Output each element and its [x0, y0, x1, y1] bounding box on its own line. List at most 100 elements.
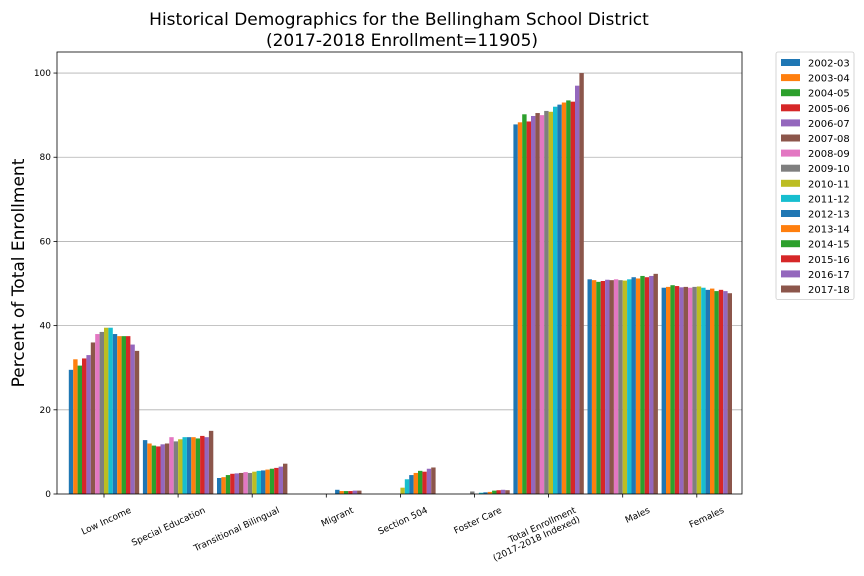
- bar: [239, 472, 244, 494]
- legend-label: 2003-04: [808, 74, 850, 85]
- bar: [269, 468, 275, 494]
- y-tick-label: 20: [40, 406, 52, 416]
- bar: [679, 287, 684, 494]
- bar: [404, 479, 410, 494]
- legend-label: 2005-06: [808, 104, 850, 115]
- bar: [609, 280, 614, 494]
- bar: [121, 336, 126, 494]
- bar: [86, 355, 91, 494]
- x-tick-label: Foster Care: [453, 506, 504, 537]
- bar: [426, 468, 432, 494]
- x-tick-label-line: Females: [688, 506, 726, 531]
- bar: [151, 445, 157, 494]
- bar: [348, 491, 353, 494]
- x-tick-label-group: Section 504: [377, 506, 430, 538]
- bar: [548, 111, 553, 494]
- y-tick-label: 100: [34, 69, 51, 79]
- chart-title: Historical Demographics for the Bellingh…: [149, 10, 649, 30]
- legend-label: 2004-05: [808, 89, 850, 100]
- bar: [505, 490, 510, 494]
- bar: [164, 443, 170, 494]
- bar: [156, 446, 161, 494]
- x-tick-label-line: Migrant: [320, 506, 356, 530]
- bar: [339, 491, 344, 494]
- x-tick-label: Low Income: [80, 506, 133, 538]
- bar: [640, 275, 645, 494]
- legend-label: 2016-17: [808, 270, 850, 281]
- bar: [335, 489, 340, 494]
- bar: [553, 106, 558, 494]
- legend-label: 2013-14: [808, 225, 850, 236]
- bar: [73, 359, 78, 494]
- legend-swatch: [781, 119, 800, 127]
- bar: [234, 473, 239, 494]
- bar: [723, 291, 728, 494]
- bar: [596, 281, 601, 494]
- legend-label: 2006-07: [808, 119, 850, 130]
- bar: [627, 279, 632, 494]
- x-tick-label-group: Special Education: [130, 506, 207, 549]
- bar: [705, 289, 710, 494]
- bar: [104, 327, 109, 494]
- chart-subtitle: (2017-2018 Enrollment=11905): [266, 31, 538, 51]
- x-tick-label-group: Females: [688, 506, 726, 531]
- y-ticks: 0 20 40 60 80 100: [34, 69, 57, 500]
- y-tick-label: 0: [45, 490, 51, 500]
- x-tick-label-line: Foster Care: [453, 506, 504, 537]
- bar: [147, 443, 152, 494]
- bar: [644, 277, 650, 494]
- bar: [600, 281, 606, 494]
- bar: [99, 331, 104, 494]
- legend-swatch: [781, 225, 800, 233]
- bar: [243, 472, 248, 494]
- bar: [666, 286, 671, 494]
- bar: [204, 437, 209, 494]
- bar: [278, 466, 283, 494]
- chart-title-group: Historical Demographics for the Bellingh…: [149, 10, 649, 51]
- legend-label: 2014-15: [808, 240, 850, 251]
- legend: 2002-03 2003-04 2004-05 2005-06 2006-07 2007-…: [775, 51, 855, 301]
- bar: [605, 279, 610, 494]
- x-tick-label: Section 504: [377, 506, 430, 538]
- bar: [579, 73, 584, 495]
- bar: [470, 491, 475, 494]
- bar: [478, 492, 484, 494]
- bar: [557, 104, 562, 495]
- bar: [566, 100, 571, 494]
- bar: [95, 334, 100, 494]
- bar: [649, 275, 654, 494]
- bar: [531, 115, 536, 494]
- legend-label: 2017-18: [808, 285, 850, 296]
- bar: [217, 478, 222, 494]
- bar: [343, 491, 349, 494]
- bar: [160, 444, 165, 494]
- bar: [487, 491, 493, 494]
- bar: [718, 289, 724, 494]
- bar: [539, 115, 545, 494]
- bar: [283, 463, 288, 494]
- legend-swatch: [781, 270, 800, 278]
- legend-label: 2011-12: [808, 194, 850, 205]
- bar: [570, 101, 575, 495]
- bar: [496, 490, 501, 494]
- bar: [186, 437, 192, 494]
- bar: [575, 85, 580, 495]
- bar: [169, 437, 174, 494]
- y-tick-label: 80: [40, 153, 52, 163]
- bar: [130, 344, 135, 494]
- bar: [82, 358, 87, 494]
- bar: [613, 279, 619, 494]
- bar: [692, 286, 697, 494]
- x-tick-label: Males: [624, 506, 652, 526]
- bars: [68, 73, 732, 495]
- x-tick-label-line: Low Income: [80, 506, 133, 538]
- x-tick-label-group: Foster Care: [453, 506, 504, 537]
- bar: [274, 467, 279, 494]
- x-tick-label-group: Low Income: [80, 506, 133, 538]
- axes: [56, 51, 743, 495]
- legend-label: 2002-03: [808, 59, 850, 70]
- bar: [696, 286, 702, 494]
- bar: [221, 477, 226, 494]
